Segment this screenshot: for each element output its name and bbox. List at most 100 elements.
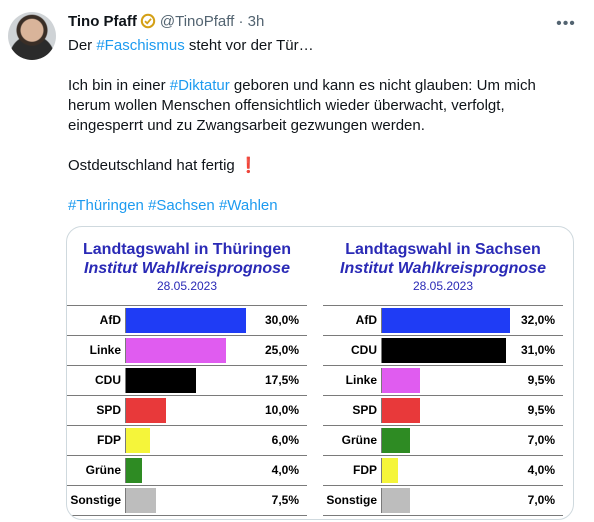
bar-track [381,488,510,513]
chart-row: Sonstige 7,5% [67,485,307,516]
chart-subtitle: Institut Wahlkreisprognose [84,260,290,277]
bar [126,338,226,363]
category-label: CDU [351,343,377,357]
chart-thueringen: Landtagswahl in Thüringen Institut Wahlk… [67,227,307,519]
exclamation-emoji: ❗ [238,157,258,174]
bar-table: AfD 30,0% Linke 25,0% CDU 17,5% SPD 10,0% FDP 6,0… [67,305,307,516]
bar-track [381,428,510,453]
verified-badge-icon [140,13,156,35]
chart-date: 28.05.2023 [412,279,474,293]
bar [382,398,420,423]
category-label: SPD [352,403,377,417]
text-paragraph-3: Ostdeutschland hat fertig ❗ [68,156,568,176]
bar [382,368,420,393]
timestamp[interactable]: 3h [247,13,265,30]
value-label: 31,0% [520,343,555,357]
tweet-text: Der #Faschismus steht vor der Tür… Ich b… [68,36,568,216]
value-label: 6,0% [271,433,299,447]
bar [126,428,150,453]
bar-track [381,338,510,363]
category-label: AfD [99,313,121,327]
chart-row: AfD 30,0% [67,305,307,335]
chart-row: SPD 10,0% [67,395,307,425]
value-label: 7,0% [527,493,555,507]
value-label: 7,5% [271,493,299,507]
bar [382,338,506,363]
chart-row: CDU 31,0% [323,335,563,365]
text-fragment: steht vor der Tür… [184,37,314,54]
hashtag-link[interactable]: #Thüringen [68,197,144,214]
hashtag-link[interactable]: #Wahlen [218,197,278,214]
chart-row: SPD 9,5% [323,395,563,425]
hashtag-link[interactable]: #Sachsen [148,197,215,214]
category-label: CDU [95,373,121,387]
separator: · [238,13,244,30]
bar-table: AfD 32,0% CDU 31,0% Linke 9,5% SPD 9,5% Grüne 7,0… [323,305,563,516]
bar [126,458,142,483]
chart-row: CDU 17,5% [67,365,307,395]
value-label: 17,5% [264,373,299,387]
value-label: 4,0% [527,463,555,477]
category-label: Grüne [85,463,121,477]
value-label: 32,0% [520,313,555,327]
more-options-icon[interactable]: ••• [556,15,576,32]
value-label: 9,5% [527,403,555,417]
chart-row: Grüne 4,0% [67,455,307,485]
chart-sachsen: Landtagswahl in Sachsen Institut Wahlkre… [323,227,563,519]
chart-row: FDP 4,0% [323,455,563,485]
hashtag-link[interactable]: #Faschismus [96,37,185,54]
chart-row: Sonstige 7,0% [323,485,563,516]
chart-subtitle: Institut Wahlkreisprognose [340,260,546,277]
text-fragment: geboren und kann es nicht glauben: Um mi… [68,77,536,134]
value-label: 9,5% [527,373,555,387]
bar-track [125,338,254,363]
value-label: 7,0% [527,433,555,447]
value-label: 4,0% [271,463,299,477]
bar [382,308,510,333]
user-handle[interactable]: @TinoPfaff [159,13,235,30]
chart-date: 28.05.2023 [156,279,218,293]
value-label: 30,0% [264,313,299,327]
category-label: SPD [96,403,121,417]
hashtag-link[interactable]: #Diktatur [169,77,230,94]
bar-track [125,398,254,423]
bar-track [381,398,510,423]
chart-title: Landtagswahl in Sachsen [345,241,541,258]
category-label: Grüne [341,433,377,447]
bar [126,488,156,513]
text-fragment: Ich bin in einer [68,77,170,94]
text-fragment: Der [68,37,97,54]
text-paragraph-2: Ich bin in einer #Diktatur geboren und k… [68,76,568,136]
bar [382,458,398,483]
category-label: Linke [345,373,377,387]
text-line-1: Der #Faschismus steht vor der Tür… [68,36,568,56]
category-label: Sonstige [70,493,121,507]
bar [126,368,196,393]
value-label: 10,0% [264,403,299,417]
chart-row: FDP 6,0% [67,425,307,455]
bar-track [125,368,254,393]
text-fragment: Ostdeutschland hat fertig [68,157,235,174]
chart-title: Landtagswahl in Thüringen [83,241,291,258]
bar-track [125,428,254,453]
bar-track [381,308,510,333]
media-image[interactable]: Landtagswahl in Thüringen Institut Wahlk… [66,226,574,520]
hashtag-line: #Thüringen #Sachsen #Wahlen [68,196,568,216]
chart-row: Linke 25,0% [67,335,307,365]
display-name[interactable]: Tino Pfaff [68,13,137,30]
bar [382,428,410,453]
bar [126,308,246,333]
category-label: AfD [355,313,377,327]
category-label: Sonstige [326,493,377,507]
bar-track [125,308,254,333]
value-label: 25,0% [264,343,299,357]
bar-track [125,488,254,513]
bar-track [125,458,254,483]
bar-track [381,458,510,483]
avatar[interactable] [8,12,56,60]
category-label: Linke [89,343,121,357]
chart-row: Grüne 7,0% [323,425,563,455]
category-label: FDP [97,433,121,447]
tweet-header: Tino Pfaff @TinoPfaff · 3h [68,12,264,35]
chart-row: AfD 32,0% [323,305,563,335]
